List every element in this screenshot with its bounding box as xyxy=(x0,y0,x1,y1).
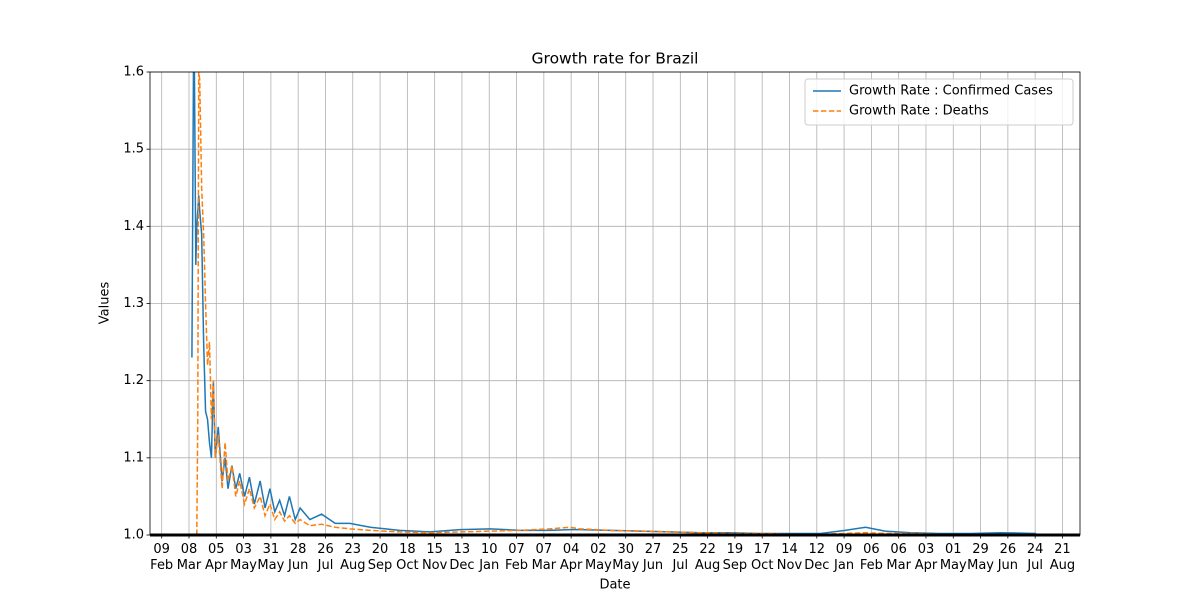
x-tick-label: 10 Jan xyxy=(479,542,500,573)
x-tick-label: 06 Mar xyxy=(886,542,911,573)
y-tick-label: 1.4 xyxy=(123,219,144,234)
x-tick-label: 24 Jul xyxy=(1026,542,1044,573)
x-tick-label: 02 May xyxy=(584,542,612,573)
y-tick-label: 1.0 xyxy=(123,528,144,543)
x-tick-label: 04 Apr xyxy=(559,542,583,573)
axes-frame xyxy=(149,71,1081,536)
x-tick-label: 26 Jul xyxy=(317,542,334,573)
legend-label: Growth Rate : Deaths xyxy=(849,104,989,119)
y-tick-label: 1.6 xyxy=(123,65,144,80)
y-tick-label: 1.5 xyxy=(123,142,144,157)
x-tick-label: 13 Dec xyxy=(449,542,475,573)
x-tick-label: 14 Nov xyxy=(776,542,803,573)
x-tick-label: 15 Nov xyxy=(421,542,448,573)
x-tick-label: 26 Jun xyxy=(997,542,1019,573)
grid xyxy=(150,71,1080,536)
y-tick-label: 1.1 xyxy=(123,450,144,465)
x-tick-label: 08 Mar xyxy=(176,542,202,573)
x-tick-label: 03 May xyxy=(230,542,258,573)
x-tick-label: 09 Jan xyxy=(834,542,855,573)
x-tick-label: 21 Aug xyxy=(1049,542,1076,573)
x-axis-label: Date xyxy=(599,578,630,593)
x-tick-label: 19 Sep xyxy=(722,542,748,573)
x-tick-label: 30 May xyxy=(612,542,640,573)
x-tick-label: 07 Mar xyxy=(531,542,557,573)
x-tick-label: 03 Apr xyxy=(914,542,938,573)
x-tick-label: 25 Jul xyxy=(672,542,689,573)
y-axis-label: Values xyxy=(98,282,113,325)
x-tick-label: 31 May xyxy=(257,542,285,573)
x-tick-label: 27 Jun xyxy=(642,542,664,573)
x-tick-label: 18 Oct xyxy=(396,542,419,573)
x-tick-label: 29 May xyxy=(967,542,994,573)
x-tick-label: 12 Dec xyxy=(804,542,830,573)
y-tick-label: 1.3 xyxy=(123,296,144,311)
x-tick-label: 07 Feb xyxy=(505,542,529,573)
x-tick-label: 05 Apr xyxy=(205,542,228,573)
x-tick-label: 22 Aug xyxy=(694,542,721,573)
legend-box xyxy=(804,78,1074,126)
x-tick-label: 17 Oct xyxy=(750,542,774,573)
chart-title: Growth rate for Brazil xyxy=(532,50,699,68)
x-tick-label: 23 Aug xyxy=(340,542,366,573)
x-tick-label: 20 Sep xyxy=(367,542,393,573)
x-tick-label: 28 Jun xyxy=(288,542,309,573)
legend-label: Growth Rate : Confirmed Cases xyxy=(849,84,1053,99)
x-tick-label: 09 Feb xyxy=(150,542,174,573)
y-tick-label: 1.2 xyxy=(123,373,144,388)
series-line xyxy=(191,72,1037,535)
x-tick-label: 06 Feb xyxy=(859,542,883,573)
x-tick-label: 01 May xyxy=(939,542,967,573)
